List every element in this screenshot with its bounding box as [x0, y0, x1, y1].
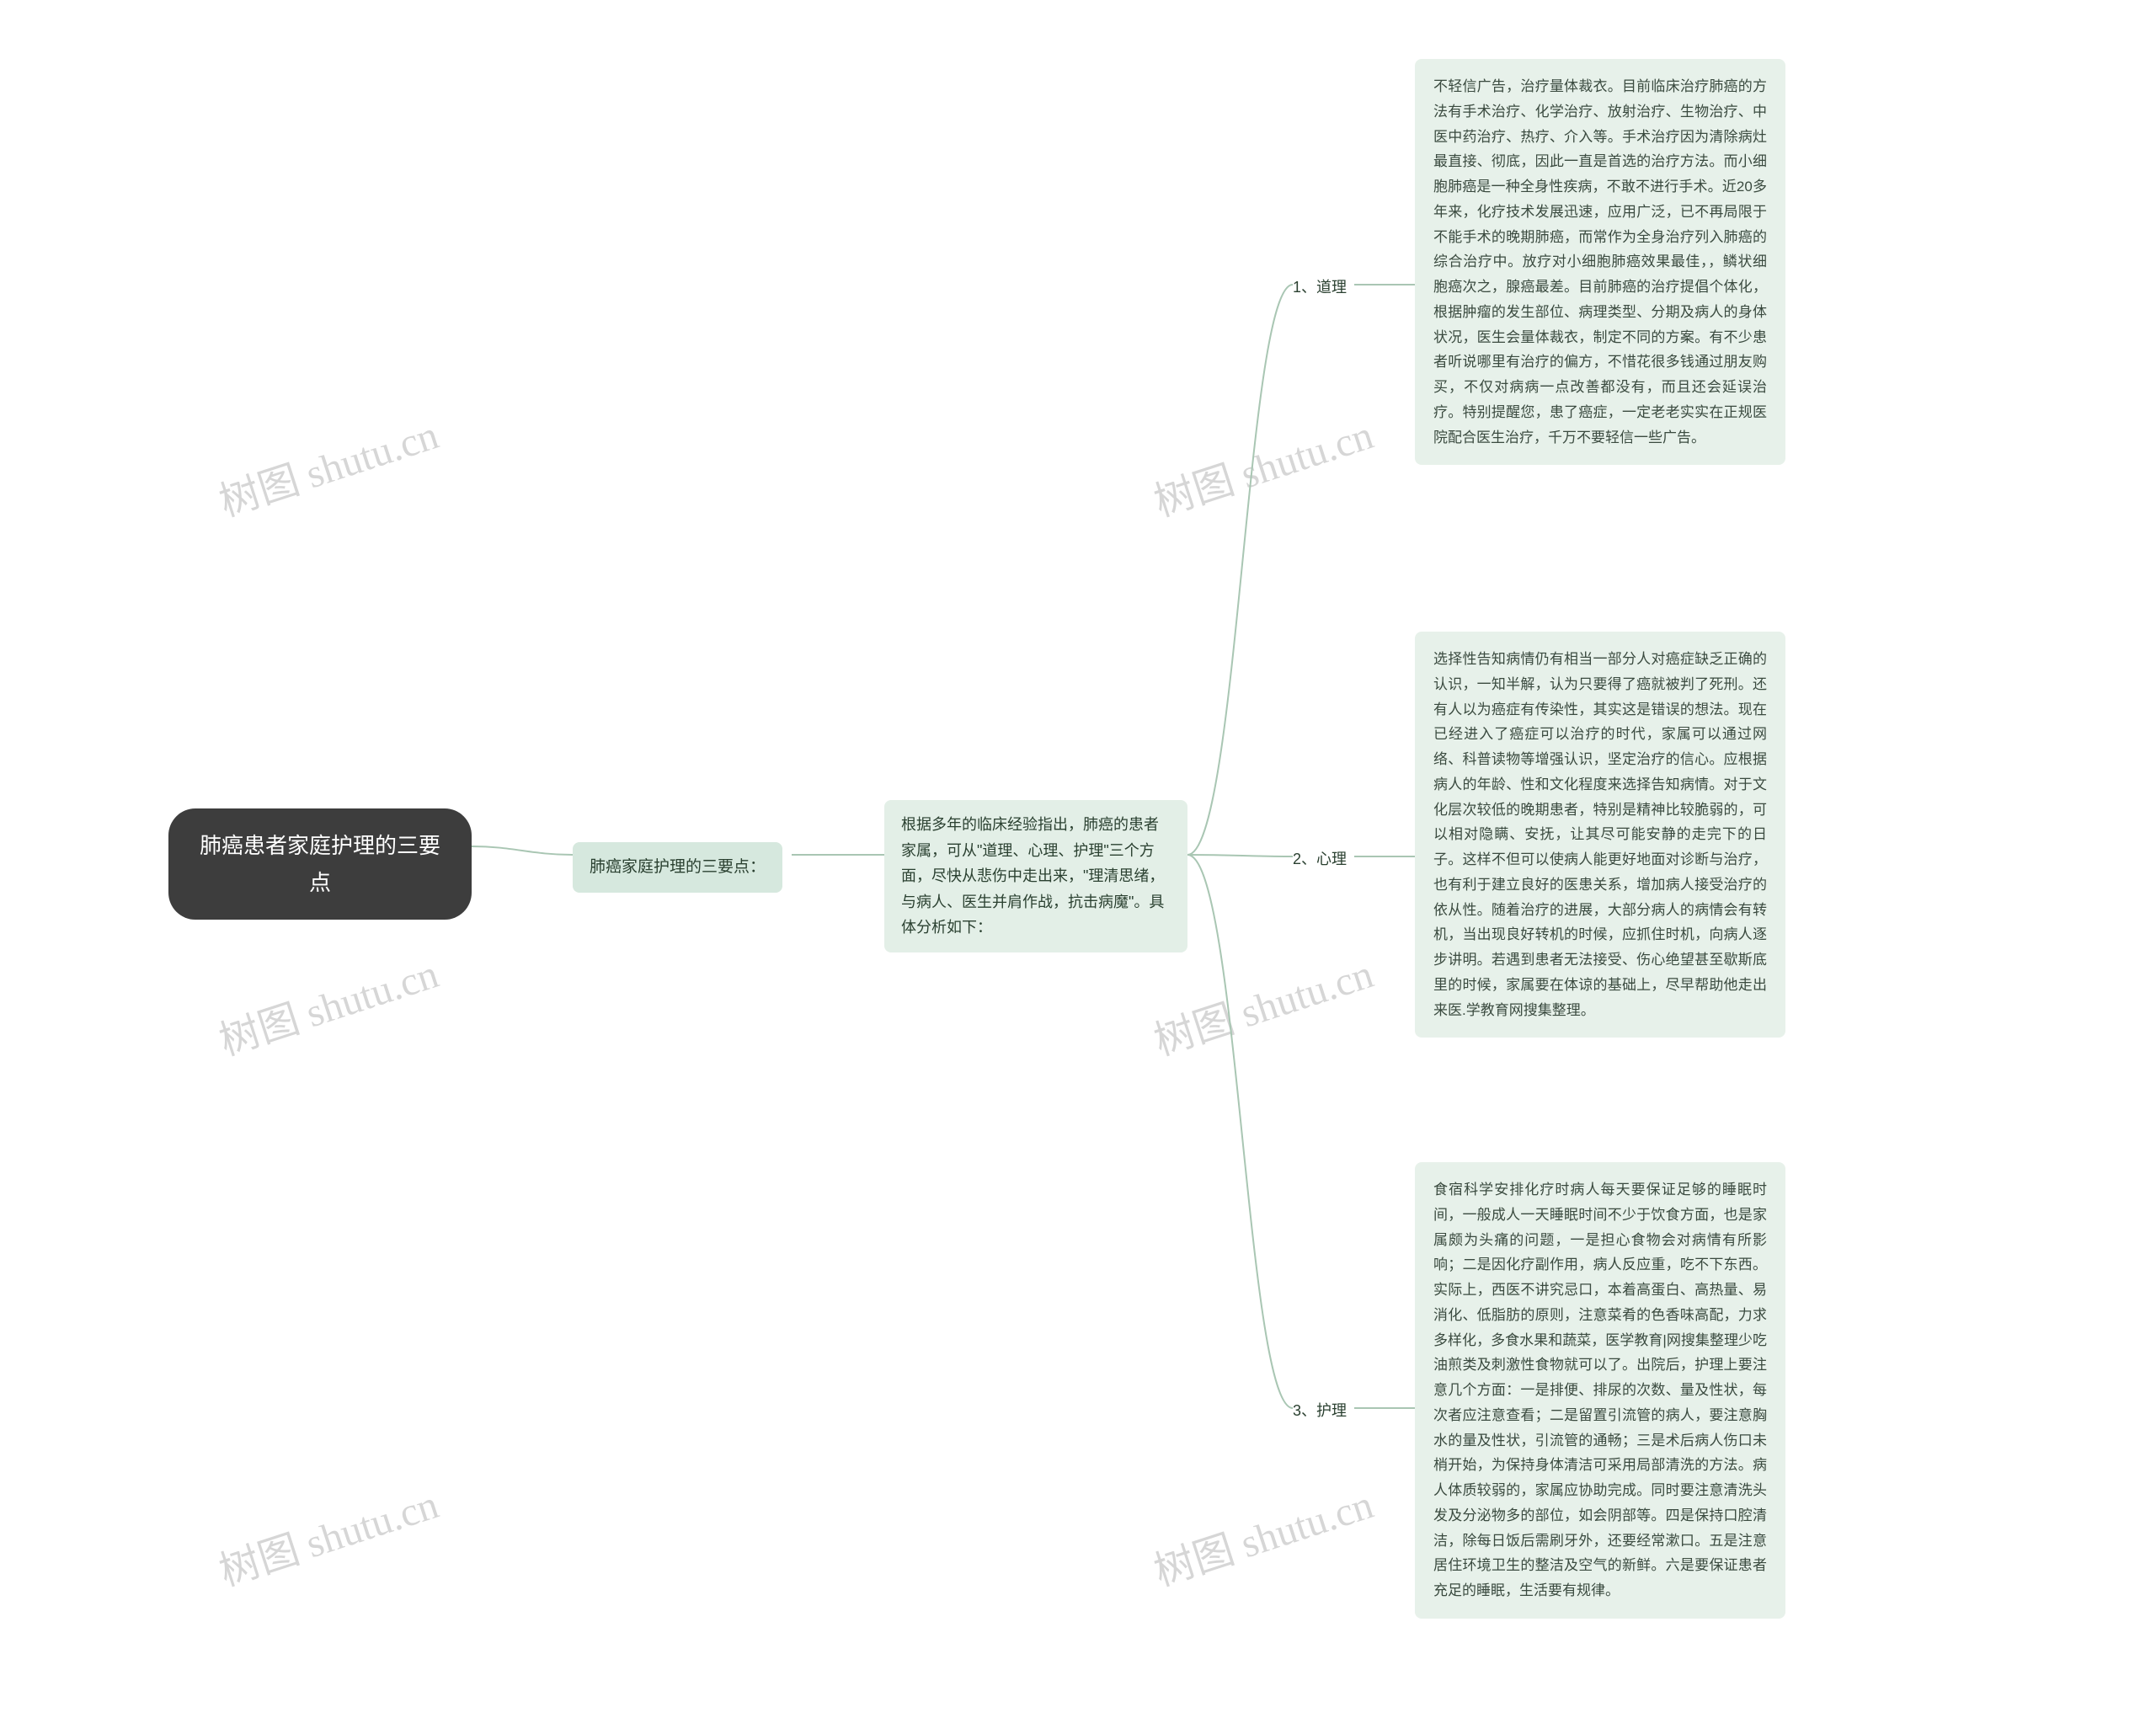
- leaf-node-2[interactable]: 选择性告知病情仍有相当一部分人对癌症缺乏正确的认识，一知半解，认为只要得了癌就被…: [1415, 632, 1785, 1038]
- node-level2[interactable]: 根据多年的临床经验指出，肺癌的患者家属，可从"道理、心理、护理"三个方面，尽快从…: [884, 800, 1187, 952]
- leaf-node-3[interactable]: 食宿科学安排化疗时病人每天要保证足够的睡眠时间，一般成人一天睡眠时间不少于饮食方…: [1415, 1162, 1785, 1619]
- node-level3-label-2[interactable]: 2、心理: [1293, 846, 1347, 872]
- watermark: 树图 shutu.cn: [211, 1471, 445, 1598]
- watermark: 树图 shutu.cn: [1145, 941, 1380, 1067]
- root-node[interactable]: 肺癌患者家庭护理的三要点: [168, 808, 472, 920]
- mindmap-canvas: 树图 shutu.cn 树图 shutu.cn 树图 shutu.cn 树图 s…: [0, 0, 2156, 1734]
- leaf-node-1[interactable]: 不轻信广告，治疗量体裁衣。目前临床治疗肺癌的方法有手术治疗、化学治疗、放射治疗、…: [1415, 59, 1785, 465]
- node-level3-label-1[interactable]: 1、道理: [1293, 275, 1347, 301]
- watermark: 树图 shutu.cn: [211, 402, 445, 528]
- node-level3-label-3[interactable]: 3、护理: [1293, 1398, 1347, 1424]
- node-level1[interactable]: 肺癌家庭护理的三要点：: [573, 842, 782, 893]
- watermark: 树图 shutu.cn: [1145, 1471, 1380, 1598]
- watermark: 树图 shutu.cn: [1145, 402, 1380, 528]
- watermark: 树图 shutu.cn: [211, 941, 445, 1067]
